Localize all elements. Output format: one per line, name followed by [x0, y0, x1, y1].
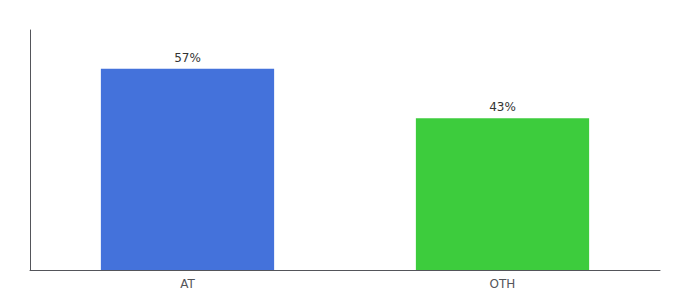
- svg-text:AT: AT: [180, 277, 195, 291]
- svg-text:OTH: OTH: [490, 277, 516, 291]
- svg-text:43%: 43%: [489, 100, 516, 114]
- svg-text:57%: 57%: [174, 51, 201, 65]
